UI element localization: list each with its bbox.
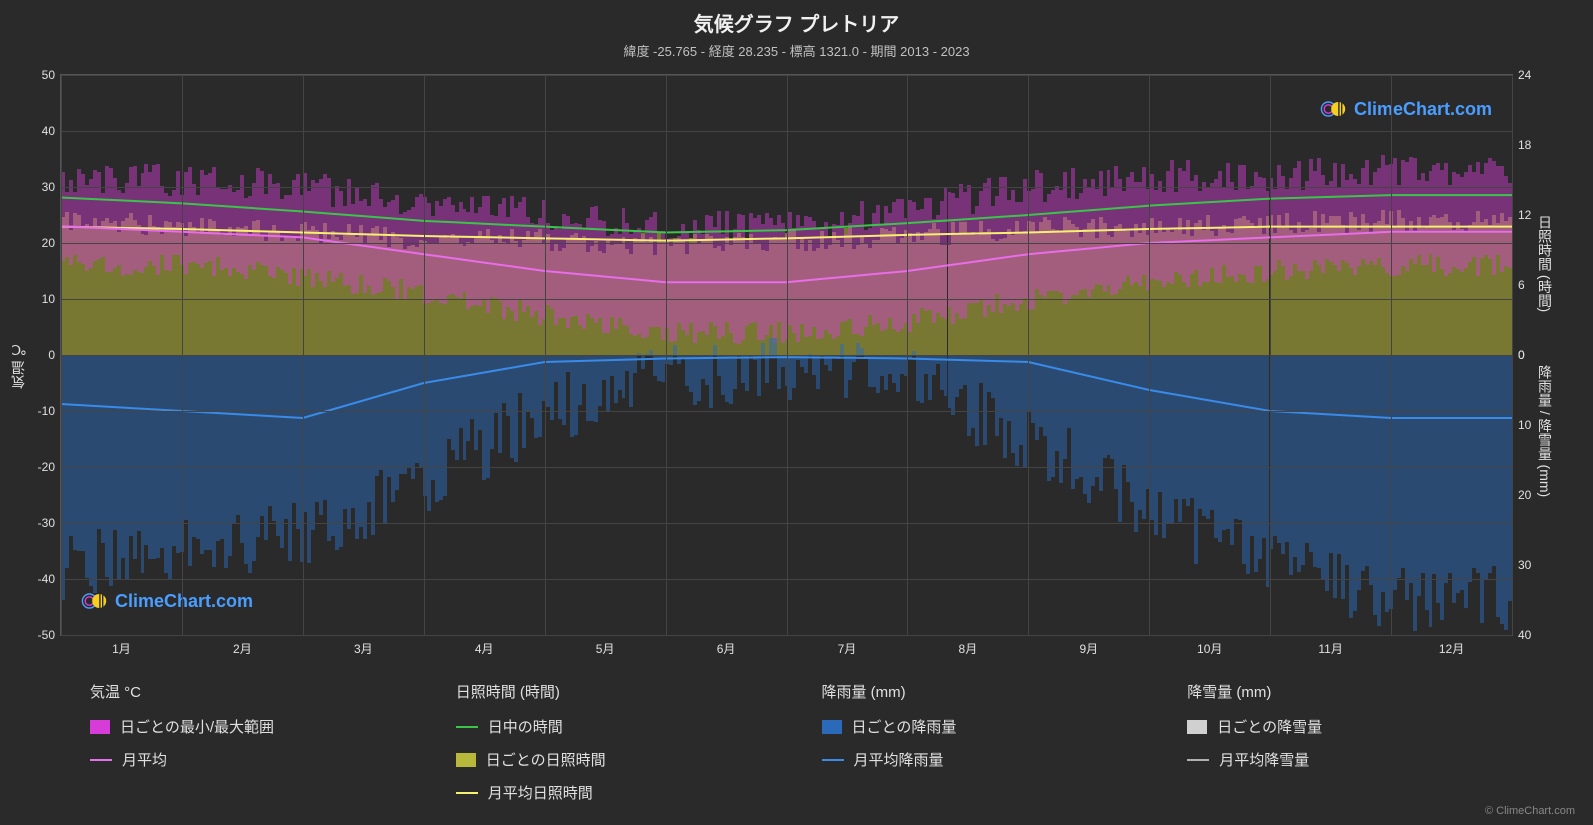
grid-line-v — [1149, 75, 1150, 635]
left-tick: 20 — [27, 236, 55, 250]
left-tick: 10 — [27, 292, 55, 306]
grid-line-v — [424, 75, 425, 635]
legend-line-icon — [456, 792, 478, 794]
watermark-text: ClimeChart.com — [1354, 99, 1492, 120]
legend-item: 日ごとの降雨量 — [822, 716, 1168, 737]
left-tick: -40 — [27, 572, 55, 586]
grid-line-v — [666, 75, 667, 635]
legend-item-label: 月平均降雪量 — [1219, 749, 1309, 770]
x-tick: 7月 — [838, 640, 857, 657]
legend-item-label: 月平均日照時間 — [488, 782, 593, 803]
legend-item-label: 日ごとの日照時間 — [486, 749, 606, 770]
legend-item-label: 月平均 — [122, 749, 167, 770]
x-tick: 3月 — [354, 640, 373, 657]
x-tick: 4月 — [475, 640, 494, 657]
left-tick: -20 — [27, 460, 55, 474]
y-axis-right-container: 日照時間 (時間) 降雨量 / 降雪量 (mm) — [1513, 64, 1593, 666]
grid-line-v — [1270, 75, 1271, 635]
plot-inner: ClimeChart.com ClimeChart.com 5040302010… — [60, 74, 1513, 636]
grid-line-v — [1391, 75, 1392, 635]
legend-group-title: 気温 °C — [90, 681, 436, 702]
legend-item-label: 日ごとの降雨量 — [852, 716, 957, 737]
chart-container: 気候グラフ プレトリア 緯度 -25.765 - 経度 28.235 - 標高 … — [0, 0, 1593, 825]
y-axis-right-top-label: 日照時間 (時間) — [1535, 215, 1555, 312]
legend-line-icon — [1187, 759, 1209, 761]
x-tick: 1月 — [112, 640, 131, 657]
legend-group: 降雪量 (mm) 日ごとの降雪量月平均降雪量 — [1187, 681, 1533, 815]
x-tick: 11月 — [1318, 640, 1342, 657]
grid-line-v — [182, 75, 183, 635]
legend-item: 日ごとの降雪量 — [1187, 716, 1533, 737]
legend-group: 日照時間 (時間) 日中の時間日ごとの日照時間月平均日照時間 — [456, 681, 802, 815]
legend-line-icon — [456, 726, 478, 728]
chart-body: 気温 ℃ ClimeChart.com — [0, 64, 1593, 666]
legend-item-label: 日ごとの最小/最大範囲 — [120, 716, 274, 737]
plot-area: ClimeChart.com ClimeChart.com 5040302010… — [60, 74, 1513, 636]
legend-item: 月平均降雪量 — [1187, 749, 1533, 770]
legend-item-label: 日中の時間 — [488, 716, 563, 737]
copyright: © ClimeChart.com — [1485, 805, 1575, 817]
legend-group: 気温 °C 日ごとの最小/最大範囲月平均 — [90, 681, 436, 815]
x-tick: 12月 — [1439, 640, 1464, 657]
legend-swatch — [456, 753, 476, 767]
x-tick: 6月 — [717, 640, 736, 657]
chart-title: 気候グラフ プレトリア — [0, 8, 1593, 37]
watermark-text: ClimeChart.com — [115, 591, 253, 612]
left-tick: 30 — [27, 180, 55, 194]
left-tick: 50 — [27, 68, 55, 82]
legend-item: 月平均 — [90, 749, 436, 770]
watermark-bottom: ClimeChart.com — [81, 587, 253, 615]
grid-line-v — [907, 75, 908, 635]
left-tick: -10 — [27, 404, 55, 418]
x-tick: 5月 — [596, 640, 615, 657]
x-tick: 2月 — [233, 640, 252, 657]
grid-line-v — [1028, 75, 1029, 635]
legend-item: 日ごとの最小/最大範囲 — [90, 716, 436, 737]
legend-group: 降雨量 (mm) 日ごとの降雨量月平均降雨量 — [822, 681, 1168, 815]
y-axis-right-bottom-label: 降雨量 / 降雪量 (mm) — [1535, 365, 1555, 497]
left-tick: 40 — [27, 124, 55, 138]
x-tick: 9月 — [1079, 640, 1098, 657]
legend-item-label: 日ごとの降雪量 — [1217, 716, 1322, 737]
left-tick: 0 — [27, 348, 55, 362]
legend-group-title: 降雨量 (mm) — [822, 681, 1168, 702]
y-axis-left-label: 気温 ℃ — [8, 341, 28, 389]
chart-header: 気候グラフ プレトリア 緯度 -25.765 - 経度 28.235 - 標高 … — [0, 0, 1593, 64]
grid-line-h — [61, 635, 1512, 636]
legend-line-icon — [90, 759, 112, 761]
climechart-logo-icon — [1320, 95, 1348, 123]
legend-item: 月平均日照時間 — [456, 782, 802, 803]
legend-item-label: 月平均降雨量 — [854, 749, 944, 770]
legend-item: 月平均降雨量 — [822, 749, 1168, 770]
grid-line-v — [545, 75, 546, 635]
legend-group-title: 日照時間 (時間) — [456, 681, 802, 702]
legend-swatch — [90, 720, 110, 734]
x-tick: 8月 — [959, 640, 978, 657]
legend-swatch — [822, 720, 842, 734]
chart-subtitle: 緯度 -25.765 - 経度 28.235 - 標高 1321.0 - 期間 … — [0, 41, 1593, 60]
legend-swatch — [1187, 720, 1207, 734]
x-tick: 10月 — [1197, 640, 1222, 657]
legend-line-icon — [822, 759, 844, 761]
grid-line-v — [787, 75, 788, 635]
legend: 気温 °C 日ごとの最小/最大範囲月平均 日照時間 (時間) 日中の時間日ごとの日照時… — [0, 666, 1593, 825]
grid-line-v — [303, 75, 304, 635]
climechart-logo-icon — [81, 587, 109, 615]
grid-line-v — [61, 75, 62, 635]
legend-item: 日ごとの日照時間 — [456, 749, 802, 770]
legend-item: 日中の時間 — [456, 716, 802, 737]
left-tick: -30 — [27, 516, 55, 530]
legend-group-title: 降雪量 (mm) — [1187, 681, 1533, 702]
left-tick: -50 — [27, 628, 55, 642]
watermark-top: ClimeChart.com — [1320, 95, 1492, 123]
